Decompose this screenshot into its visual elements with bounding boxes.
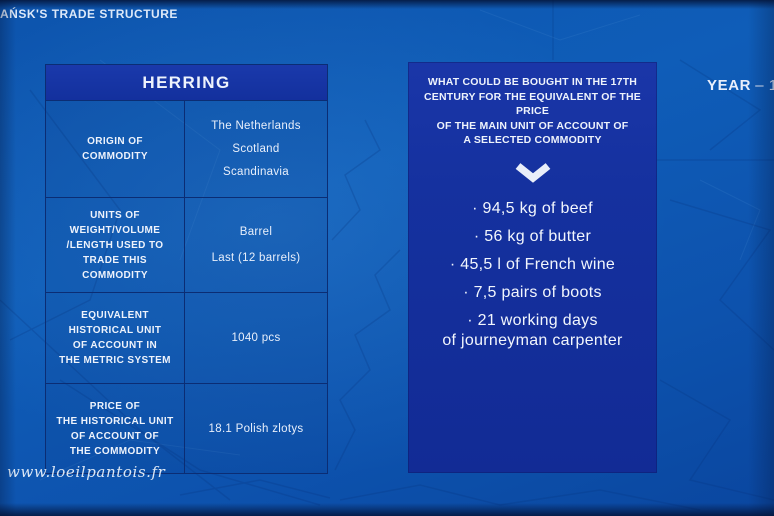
row-values-units: Barrel Last (12 barrels) <box>185 198 327 292</box>
value-line: 18.1 Polish zlotys <box>208 422 304 435</box>
row-values-metric-equivalent: 1040 pcs <box>185 293 327 383</box>
value-line: The Netherlands <box>211 120 301 132</box>
watermark: www.loeilpantois.fr <box>7 463 166 481</box>
year-label: YEAR <box>707 77 752 94</box>
list-item: · 56 kg of butter <box>473 227 592 245</box>
row-values-price: 18.1 Polish zlotys <box>185 384 327 473</box>
value-line: Last (12 barrels) <box>211 252 301 264</box>
commodity-table: HERRING ORIGIN OF COMMODITY The Netherla… <box>45 64 328 474</box>
table-row: ORIGIN OF COMMODITY The Netherlands Scot… <box>46 101 327 197</box>
list-item: · 21 working days of journeyman carpente… <box>442 311 623 349</box>
row-label-origin: ORIGIN OF COMMODITY <box>46 101 185 197</box>
equivalents-list: · 94,5 kg of beef · 56 kg of butter · 45… <box>442 199 622 351</box>
value-line: Scotland <box>232 143 280 155</box>
equivalents-heading: WHAT COULD BE BOUGHT IN THE 17TH CENTURY… <box>424 76 641 146</box>
table-row: UNITS OF WEIGHT/VOLUME /LENGTH USED TO T… <box>46 197 327 292</box>
page-title: GDAŃSK'S TRADE STRUCTURE <box>0 7 178 21</box>
value-line: Barrel <box>239 226 273 238</box>
table-row: PRICE OF THE HISTORICAL UNIT OF ACCOUNT … <box>46 383 327 473</box>
value-line: 1040 pcs <box>231 332 281 344</box>
year-value: – 164 <box>755 77 774 94</box>
equivalents-panel: WHAT COULD BE BOUGHT IN THE 17TH CENTURY… <box>408 62 657 473</box>
chevron-down-icon <box>513 162 553 184</box>
table-row: EQUIVALENT HISTORICAL UNIT OF ACCOUNT IN… <box>46 292 327 383</box>
row-label-metric-equivalent: EQUIVALENT HISTORICAL UNIT OF ACCOUNT IN… <box>46 293 185 383</box>
commodity-title-herring[interactable]: HERRING <box>46 65 327 101</box>
list-item: · 7,5 pairs of boots <box>463 283 602 301</box>
year-control[interactable]: YEAR – 164 <box>707 77 774 94</box>
list-item: · 45,5 l of French wine <box>449 255 616 273</box>
list-item: · 94,5 kg of beef <box>472 199 593 217</box>
value-line: Scandinavia <box>223 166 289 178</box>
row-values-origin: The Netherlands Scotland Scandinavia <box>185 101 327 197</box>
row-label-units: UNITS OF WEIGHT/VOLUME /LENGTH USED TO T… <box>46 198 185 292</box>
row-label-price: PRICE OF THE HISTORICAL UNIT OF ACCOUNT … <box>46 384 185 473</box>
